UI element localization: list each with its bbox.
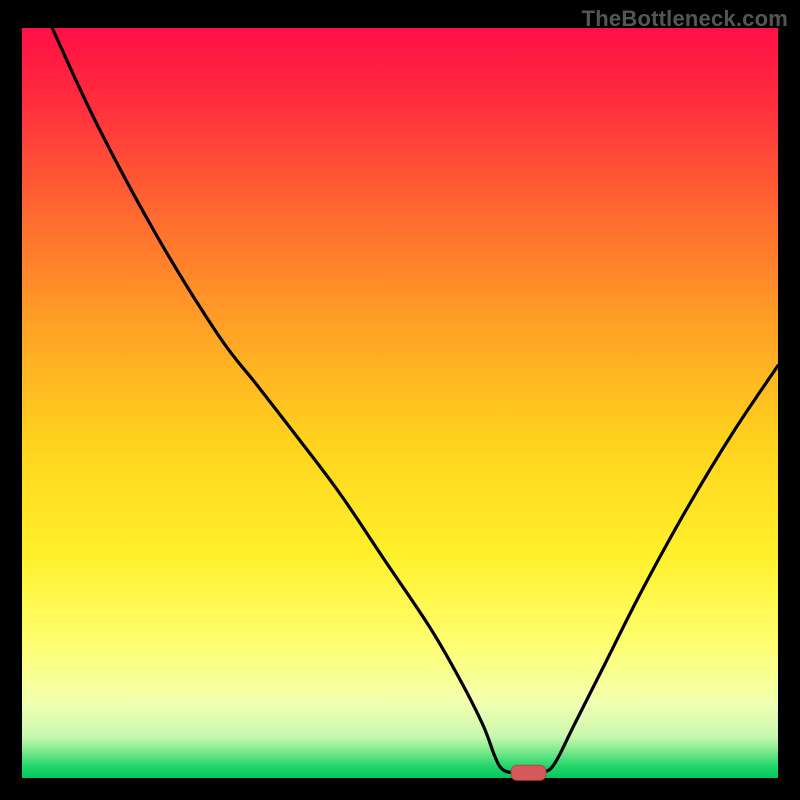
bottleneck-chart: TheBottleneck.com — [0, 0, 800, 800]
chart-svg — [0, 0, 800, 800]
optimal-marker — [511, 765, 546, 780]
watermark-text: TheBottleneck.com — [582, 6, 788, 32]
chart-background — [22, 28, 778, 778]
